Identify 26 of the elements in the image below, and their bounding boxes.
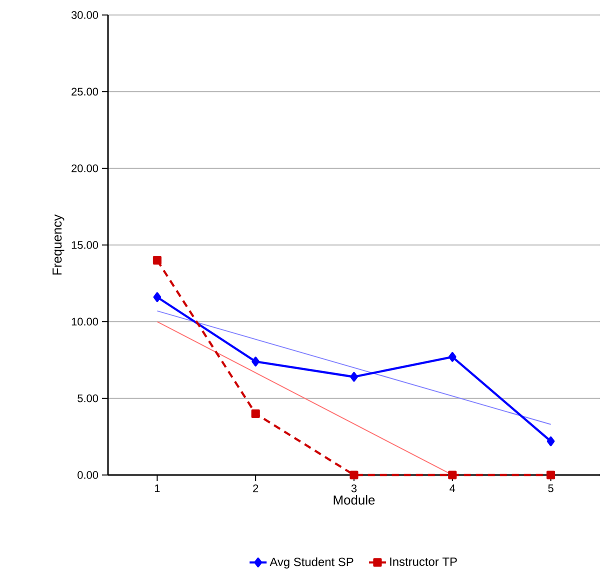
- y-tick-label: 20.00: [72, 164, 98, 172]
- x-tick-label: 4: [450, 484, 456, 492]
- y-tick-label: 10.00: [72, 318, 98, 326]
- point: [152, 256, 162, 265]
- point: [546, 436, 555, 446]
- x-tick-label: 5: [548, 484, 554, 492]
- point: [252, 356, 260, 367]
- point: [251, 410, 260, 418]
- y-tick-label: 5.00: [78, 394, 98, 402]
- y-tick-label: 0.00: [78, 471, 98, 480]
- point: [350, 372, 358, 382]
- legend-label: Avg Student SP: [270, 558, 354, 569]
- y-tick-label: 30.00: [71, 11, 98, 20]
- point: [448, 352, 456, 362]
- y-tick-label: 15.00: [72, 241, 98, 250]
- x-tick-label: 3: [351, 484, 357, 493]
- point: [350, 470, 358, 480]
- y-tick-label: 25.00: [72, 88, 98, 96]
- legend-label: Instructor TP: [390, 558, 457, 566]
- x-axis-title: Module: [334, 495, 375, 505]
- x-tick-label: 1: [154, 484, 160, 492]
- point: [153, 292, 162, 302]
- point: [448, 470, 457, 480]
- point: [546, 470, 556, 480]
- x-tick-label: 2: [253, 484, 258, 492]
- y-axis-title: Frequency: [52, 214, 64, 275]
